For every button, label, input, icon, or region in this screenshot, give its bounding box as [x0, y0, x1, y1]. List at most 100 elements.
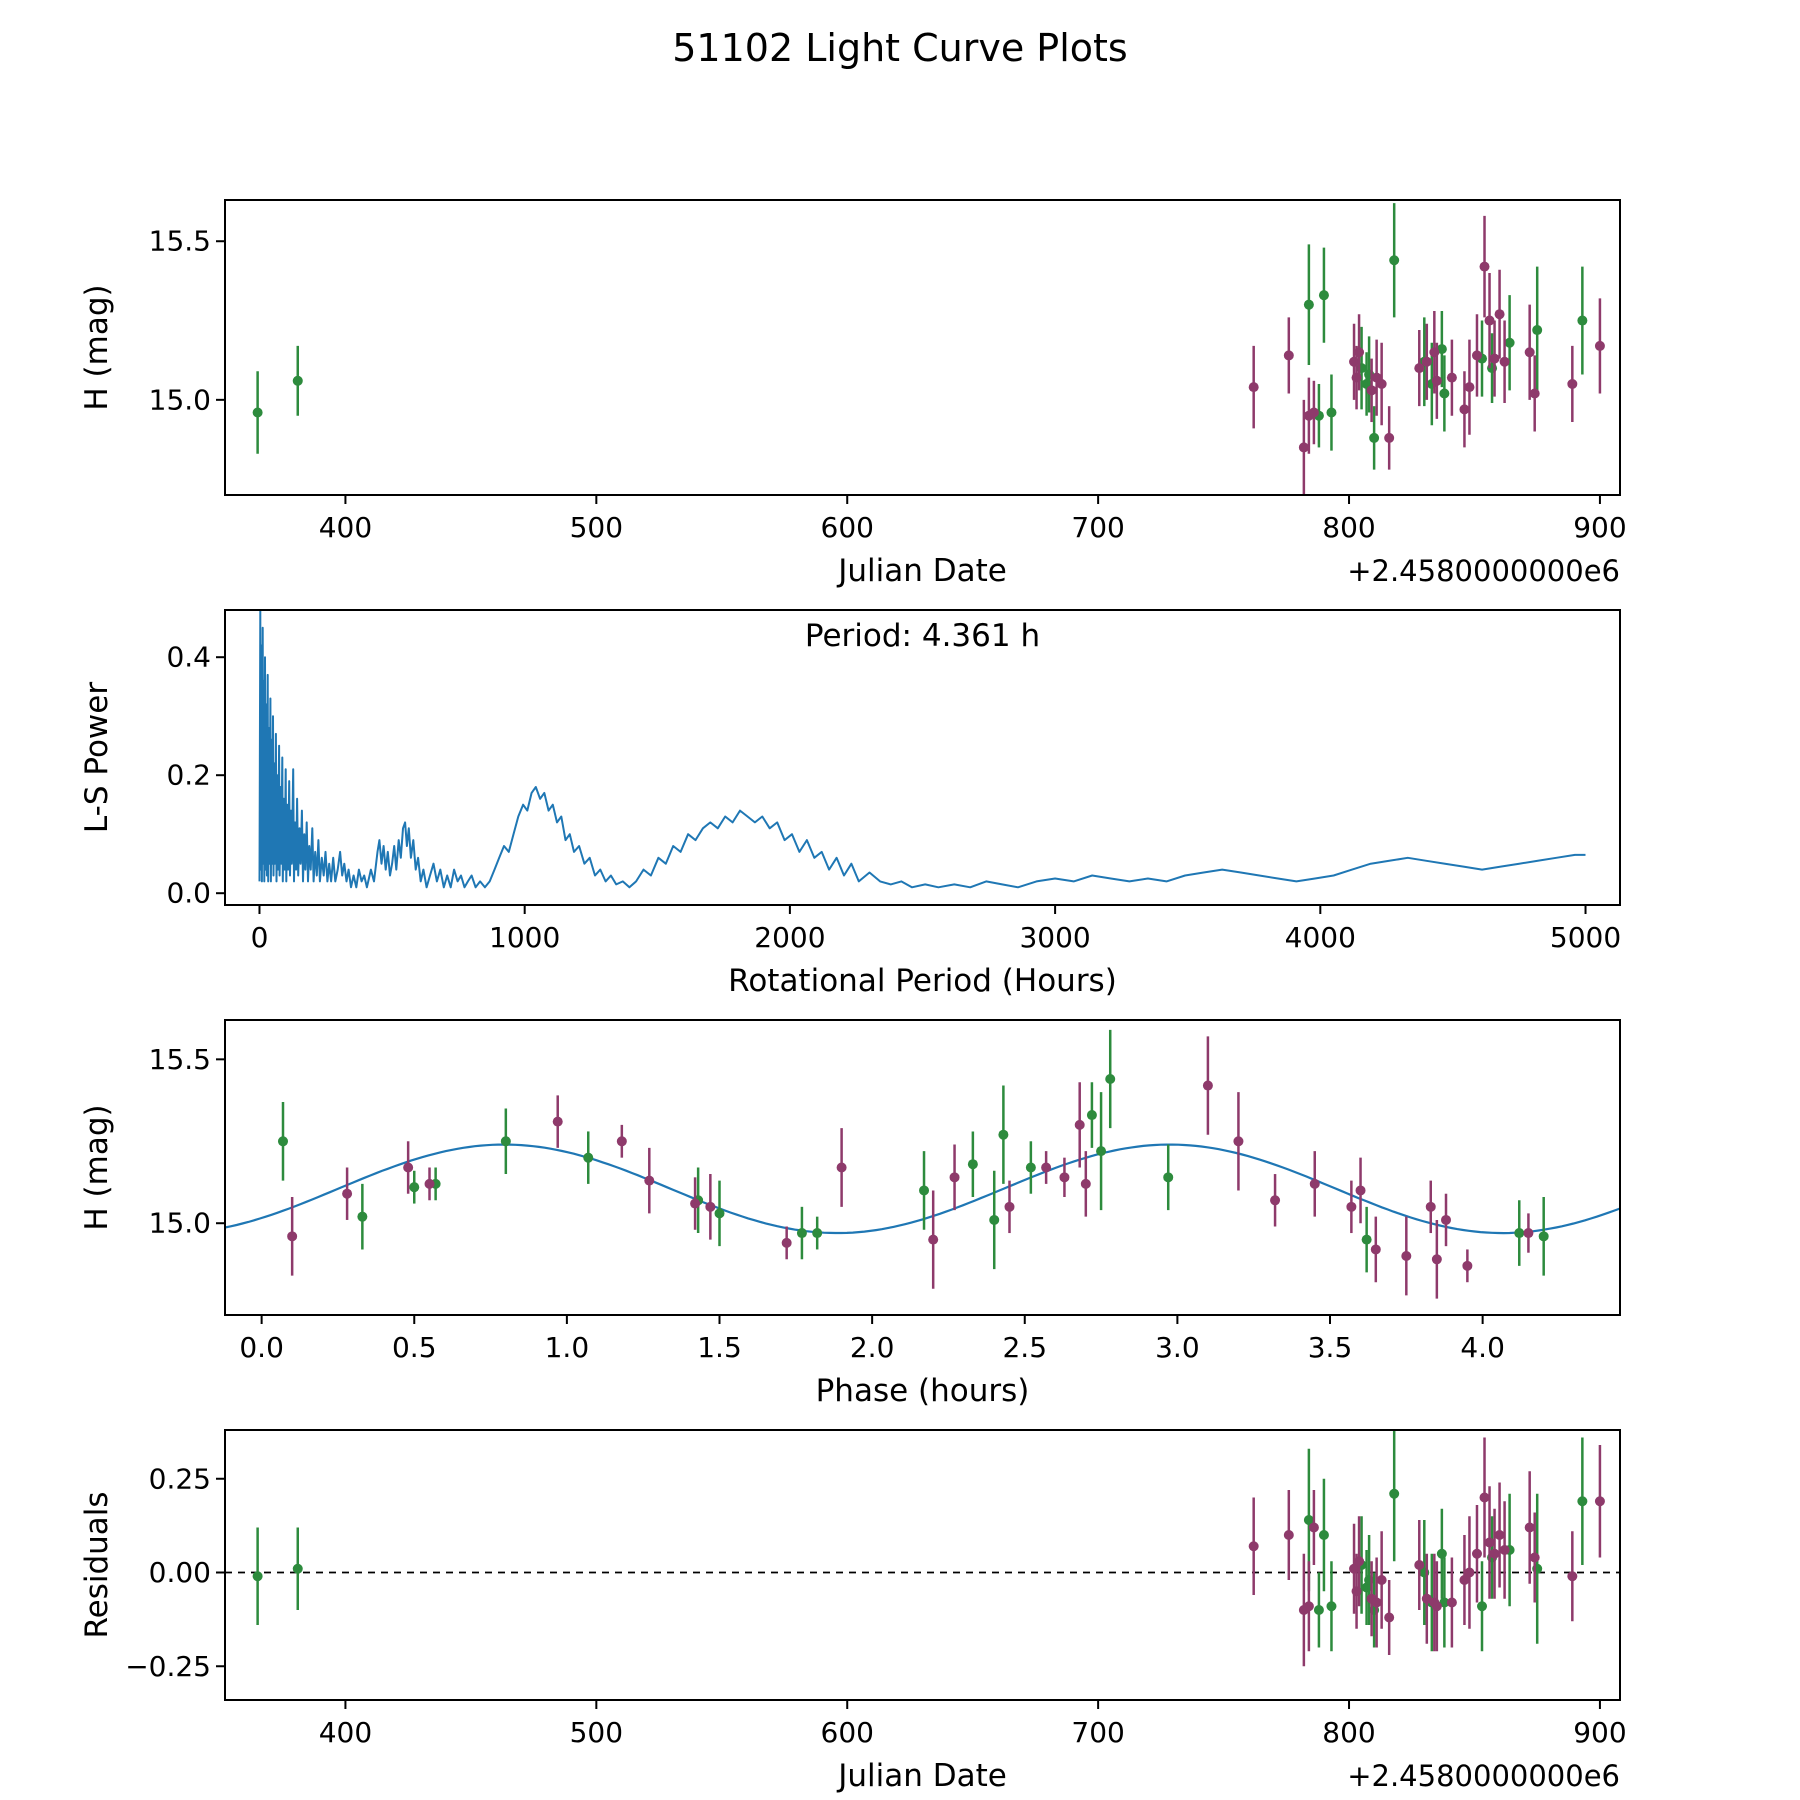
y-tick-label: 15.0: [149, 383, 211, 416]
data-point: [1514, 1228, 1525, 1239]
y-tick-label: 0.0: [166, 877, 211, 910]
data-point: [1303, 1601, 1314, 1612]
x-tick-label: 4000: [1285, 921, 1356, 954]
subplot-lightcurve: 400 500 600 700 800 900 15.0 15.5 Julian Date H (…: [79, 199, 1627, 589]
data-point: [1479, 261, 1490, 272]
x-offset-text: +2.4580000000e6: [1347, 554, 1620, 588]
series-green: [252, 203, 1588, 470]
data-point: [1489, 1548, 1500, 1559]
data-point: [1303, 1515, 1314, 1525]
data-point: [1477, 1601, 1488, 1612]
data-point: [1384, 432, 1395, 443]
data-point: [1041, 1162, 1052, 1173]
axes-spines: [224, 1019, 1621, 1316]
data-point: [1594, 340, 1605, 351]
data-point: [292, 375, 303, 386]
data-point: [1354, 1556, 1365, 1567]
data-point: [1326, 407, 1337, 418]
subplot-residuals: 400 500 600 700 800 900 −0.25 0.00 0.25 Julian Da…: [79, 1429, 1627, 1794]
x-tick-label: 4.0: [1460, 1331, 1505, 1364]
data-point: [1308, 407, 1319, 418]
data-point: [1025, 1162, 1036, 1173]
data-point: [1389, 255, 1400, 266]
data-point: [1376, 378, 1387, 389]
subplot-periodogram: 0 1000 2000 3000 4000 5000 0.0 0.2 0.4 Rotational…: [79, 609, 1621, 999]
data-point: [1567, 378, 1578, 389]
x-tick-label: 700: [1071, 511, 1124, 544]
data-point: [796, 1228, 807, 1239]
data-point: [1308, 1522, 1319, 1533]
data-point: [1074, 1119, 1085, 1130]
data-point: [1004, 1201, 1015, 1212]
data-point: [583, 1152, 594, 1163]
x-axis-label: Phase (hours): [816, 1373, 1030, 1409]
data-point: [1369, 432, 1380, 443]
data-point: [781, 1237, 792, 1248]
period-annotation: Period: 4.361 h: [805, 618, 1040, 654]
figure-title: 51102 Light Curve Plots: [672, 26, 1128, 70]
data-point: [1318, 290, 1329, 301]
data-point: [1059, 1172, 1070, 1183]
data-point: [928, 1234, 939, 1245]
data-point: [1446, 372, 1457, 383]
y-tick-label: 0.4: [166, 641, 211, 674]
data-point: [1105, 1074, 1116, 1084]
data-point: [357, 1211, 368, 1222]
data-point: [1384, 1612, 1395, 1623]
data-point: [714, 1208, 725, 1219]
data-point: [1529, 1552, 1540, 1563]
data-point: [1464, 1567, 1475, 1578]
x-tick-label: 5000: [1550, 921, 1621, 954]
data-point: [1389, 1488, 1400, 1499]
data-point: [1086, 1110, 1097, 1121]
data-point: [998, 1129, 1009, 1140]
data-point: [1484, 1537, 1495, 1548]
data-point: [1313, 1605, 1324, 1615]
data-point: [1523, 1228, 1534, 1239]
y-axis-label: H (mag): [79, 284, 115, 410]
data-point: [1248, 1541, 1259, 1552]
data-point: [812, 1228, 823, 1239]
data-point: [1489, 353, 1500, 364]
axes-spines: [224, 1429, 1621, 1701]
x-tick-label: 600: [821, 1716, 874, 1749]
data-point: [1567, 1571, 1578, 1582]
data-point: [1431, 1601, 1442, 1612]
x-tick-label: 900: [1573, 1716, 1626, 1749]
data-point: [1431, 375, 1442, 386]
data-point: [1270, 1195, 1281, 1206]
data-point: [1471, 1548, 1482, 1559]
data-point: [1459, 404, 1470, 415]
data-point: [1202, 1080, 1213, 1091]
data-point: [277, 1136, 288, 1147]
data-point: [1233, 1136, 1244, 1147]
y-tick-label: 15.5: [149, 1043, 211, 1076]
data-point: [1283, 350, 1294, 361]
data-point: [1439, 1597, 1450, 1608]
data-point: [1366, 385, 1377, 396]
y-tick-label: −0.25: [125, 1650, 211, 1683]
data-point: [690, 1198, 701, 1209]
x-offset-text: +2.4580000000e6: [1347, 1759, 1620, 1793]
data-point: [1494, 1530, 1505, 1540]
data-point: [1376, 1575, 1387, 1585]
data-point: [1096, 1146, 1107, 1157]
data-point: [1421, 356, 1432, 367]
y-axis-label: H (mag): [79, 1104, 115, 1230]
series-purple: [1248, 215, 1605, 495]
x-tick-label: 700: [1071, 1716, 1124, 1749]
x-tick-label: 1.0: [545, 1331, 590, 1364]
y-tick-label: 0.2: [166, 759, 211, 792]
axes-spines: [224, 609, 1621, 906]
data-point: [409, 1182, 420, 1193]
data-point: [1446, 1597, 1457, 1608]
data-point: [1436, 1548, 1447, 1559]
data-point: [1414, 1560, 1425, 1570]
data-point: [1479, 1492, 1490, 1503]
data-point: [342, 1188, 353, 1199]
x-tick-label: 600: [821, 511, 874, 544]
data-point: [252, 1571, 263, 1582]
x-axis-label: Julian Date: [836, 553, 1007, 589]
